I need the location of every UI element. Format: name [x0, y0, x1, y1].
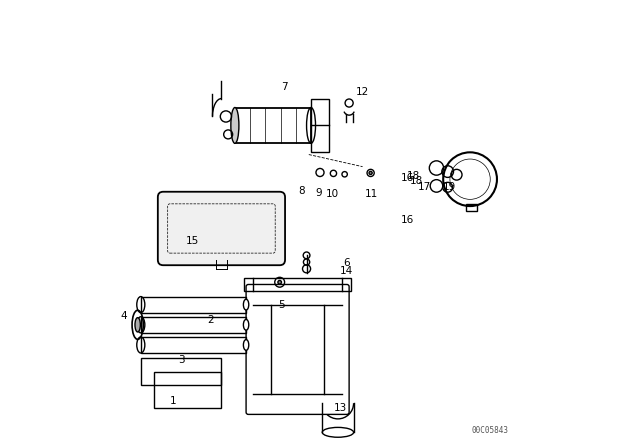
Ellipse shape: [278, 280, 282, 284]
FancyBboxPatch shape: [158, 192, 285, 265]
Text: 17: 17: [418, 182, 431, 192]
Ellipse shape: [369, 172, 372, 174]
Text: 6: 6: [344, 258, 350, 268]
Text: 11: 11: [365, 189, 378, 199]
Text: 19: 19: [442, 182, 456, 192]
Bar: [141, 297, 246, 313]
Ellipse shape: [231, 108, 239, 143]
Text: 16: 16: [401, 215, 414, 225]
Bar: [466, 204, 477, 211]
Bar: [141, 358, 221, 385]
Text: 18: 18: [410, 177, 423, 186]
Text: 10: 10: [326, 189, 339, 199]
Text: 15: 15: [186, 236, 199, 246]
Text: 5: 5: [278, 300, 285, 310]
Text: 3: 3: [178, 355, 184, 365]
Ellipse shape: [243, 340, 249, 350]
Text: 9: 9: [315, 188, 321, 198]
Text: 13: 13: [333, 403, 347, 413]
Bar: [311, 99, 329, 152]
Text: 8: 8: [298, 186, 305, 196]
FancyBboxPatch shape: [246, 284, 349, 414]
Text: 00C05843: 00C05843: [472, 426, 509, 435]
Ellipse shape: [135, 318, 140, 332]
Text: 14: 14: [339, 266, 353, 276]
Text: 4: 4: [120, 311, 127, 321]
Bar: [141, 337, 246, 353]
Bar: [141, 317, 246, 333]
Text: 1: 1: [170, 396, 177, 406]
Text: 2: 2: [207, 315, 214, 325]
Bar: [154, 372, 221, 408]
Text: 18: 18: [406, 171, 420, 181]
Ellipse shape: [243, 299, 249, 310]
Bar: [235, 108, 311, 143]
Bar: [244, 278, 351, 291]
Text: 16: 16: [401, 173, 414, 183]
Ellipse shape: [243, 319, 249, 330]
Text: 12: 12: [356, 87, 369, 97]
Text: 7: 7: [281, 82, 287, 92]
